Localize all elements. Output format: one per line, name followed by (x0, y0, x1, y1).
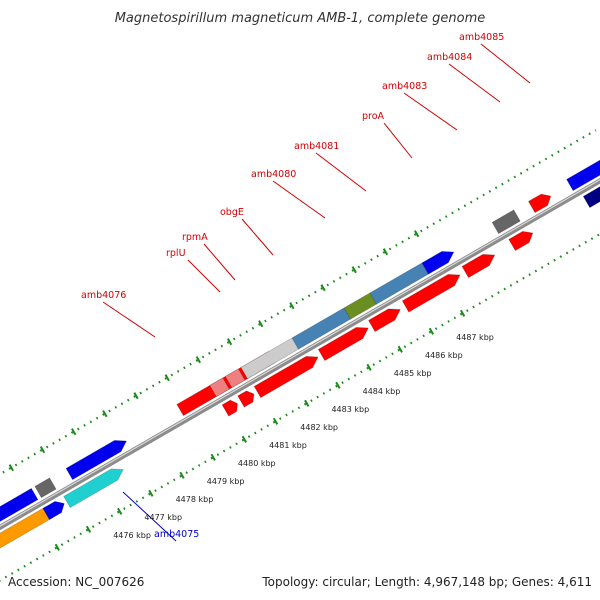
outer-tick (258, 320, 264, 328)
gene-label-amb4076: amb4076 (81, 290, 126, 301)
outer-tick (39, 446, 46, 454)
red-arrow (253, 356, 319, 398)
outer-tick (102, 410, 108, 418)
inner-tick (335, 381, 341, 389)
kbp-label: 4478 kbp (176, 495, 214, 504)
inner-tick (366, 363, 372, 371)
navy-arrow (582, 186, 600, 208)
inner-tick (241, 435, 248, 443)
gene-label-amb4084: amb4084 (427, 52, 472, 63)
gene-label-proa: proA (362, 111, 385, 122)
gene-label-amb4075: amb4075 (154, 529, 199, 540)
kbp-label: 4484 kbp (363, 387, 401, 396)
gene-leader-line (315, 152, 367, 192)
inner-tick (148, 489, 154, 497)
gene-label-amb4081: amb4081 (294, 141, 339, 152)
outer-tick (320, 284, 326, 292)
gene-leader-line (102, 301, 156, 338)
gene-label-amb4080: amb4080 (251, 169, 296, 180)
kbp-label: 4487 kbp (456, 333, 494, 342)
gene-leader-line (480, 43, 531, 84)
blue-arrow (421, 251, 455, 275)
gene-label-amb4085: amb4085 (459, 32, 504, 43)
red-arrow (401, 274, 461, 313)
genome-backbone (0, 178, 600, 531)
inner-tick (85, 525, 92, 533)
outer-tick (226, 338, 233, 346)
red-arrow (221, 399, 238, 417)
outer-tick (164, 374, 170, 382)
blue-arrow (566, 159, 600, 192)
kbp-label: 4476 kbp (113, 531, 151, 540)
blue-arrow (42, 501, 65, 520)
accession-text: Accession: NC_007626 (8, 575, 144, 589)
inner-tick (428, 327, 435, 335)
gene-leader-line (203, 243, 236, 281)
outer-tick (133, 392, 139, 400)
red-arrow (461, 254, 496, 278)
red-arrow (528, 193, 552, 214)
inner-tick (460, 309, 466, 317)
kbp-label: 4483 kbp (331, 405, 369, 414)
red-arrow (508, 231, 534, 251)
outer-tick (414, 230, 420, 238)
red-arrow (317, 327, 369, 361)
kbp-label: 4486 kbp (425, 351, 463, 360)
red-arrow (368, 308, 401, 332)
gene-label-layer: amb4076 rplU rpmA obgE amb4080 amb4081 proA amb… (81, 32, 531, 542)
outer-tick (382, 248, 389, 256)
kbp-label: 4485 kbp (394, 369, 432, 378)
kbp-label-layer: 4476 kbp 4477 kbp 4478 kbp 4479 kbp 4480 kbp… (113, 333, 494, 540)
map-title: Magnetospirillum magneticum AMB-1, compl… (115, 11, 486, 26)
outer-tick (71, 428, 77, 436)
gene-leader-line (241, 218, 274, 256)
cyan-arrow (63, 468, 124, 508)
kbp-label: 4477 kbp (144, 513, 182, 522)
inner-tick (179, 471, 185, 479)
gene-leader-line (122, 491, 177, 542)
gene-leader-line (272, 180, 326, 219)
gene-label-amb4083: amb4083 (382, 81, 427, 92)
gene-leader-line (383, 122, 413, 159)
inner-ruler (0, 232, 600, 582)
pink-feature (224, 368, 246, 389)
genome-summary-text: Topology: circular; Length: 4,967,148 bp… (261, 575, 592, 589)
gene-leader-line (403, 92, 458, 131)
inner-tick (117, 507, 123, 515)
inner-tick (210, 453, 216, 461)
feature-track (0, 159, 600, 549)
kbp-label: 4481 kbp (269, 441, 307, 450)
gene-label-rpma: rpmA (182, 232, 208, 243)
pink-feature (209, 377, 230, 398)
red-arrow (237, 390, 255, 408)
kbp-ruler (0, 129, 600, 582)
outer-tick (289, 302, 295, 310)
kbp-label: 4482 kbp (300, 423, 338, 432)
outer-tick (351, 266, 357, 274)
inner-tick (397, 345, 403, 353)
gene-label-rplu: rplU (166, 248, 186, 259)
gray-feature (491, 209, 521, 235)
backbone-line (0, 178, 600, 531)
blue-arrow (65, 440, 127, 481)
inner-tick (272, 417, 279, 425)
kbp-label: 4479 kbp (207, 477, 245, 486)
orange-feature (0, 505, 54, 549)
outer-tick (8, 464, 14, 472)
inner-tick (304, 399, 310, 407)
gray-feature (34, 477, 57, 499)
backbone-highlight (0, 179, 600, 527)
inner-tick (54, 543, 60, 551)
gene-leader-line (448, 63, 501, 103)
blue-feature (0, 488, 39, 522)
gene-label-obge: obgE (220, 207, 244, 218)
kbp-label: 4480 kbp (238, 459, 276, 468)
outer-tick (195, 356, 202, 364)
gene-leader-line (187, 259, 221, 293)
